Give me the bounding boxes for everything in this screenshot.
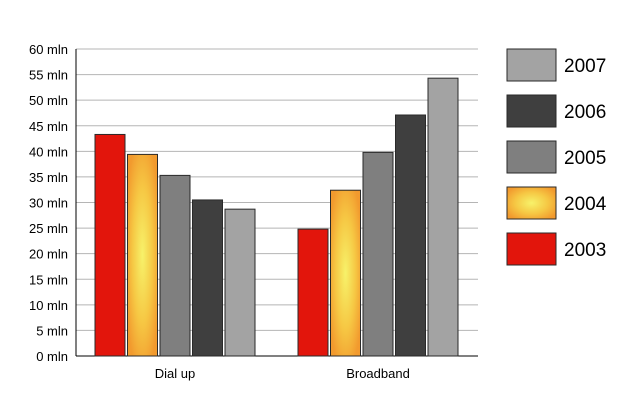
y-tick-label: 15 mln xyxy=(29,272,68,287)
legend-label: 2003 xyxy=(564,240,606,261)
y-tick-label: 10 mln xyxy=(29,298,68,313)
y-tick-label: 5 mln xyxy=(36,323,68,338)
legend-swatch-2006 xyxy=(506,94,557,128)
y-tick-label: 35 mln xyxy=(29,170,68,185)
axis-labels: 0 mln 5 mln 10 mln 15 mln 20 mln 25 mln 30 mln… xyxy=(29,42,410,381)
bar-dial-up-2006 xyxy=(192,199,223,357)
bar-broadband-2004 xyxy=(330,189,361,357)
y-tick-label: 60 mln xyxy=(29,42,68,57)
bar-broadband-2003 xyxy=(297,228,329,357)
y-tick-label: 25 mln xyxy=(29,221,68,236)
y-tick-label: 30 mln xyxy=(29,196,68,211)
bars xyxy=(94,77,459,357)
legend: 2007 2006 2005 2004 2003 xyxy=(506,48,607,266)
legend-swatch-2005 xyxy=(506,140,557,174)
x-category-label: Broadband xyxy=(346,366,410,381)
legend-label: 2005 xyxy=(564,148,606,169)
bar-dial-up-2003 xyxy=(94,133,126,357)
y-tick-label: 45 mln xyxy=(29,119,68,134)
y-tick-label: 40 mln xyxy=(29,144,68,159)
legend-swatch-2003 xyxy=(506,232,557,266)
legend-swatch-2007 xyxy=(506,48,557,82)
bar-broadband-2006 xyxy=(395,114,426,357)
y-tick-label: 55 mln xyxy=(29,68,68,83)
legend-label: 2006 xyxy=(564,102,606,123)
bar-broadband-2005 xyxy=(362,151,394,357)
y-tick-label: 50 mln xyxy=(29,93,68,108)
bar-dial-up-2004 xyxy=(127,153,158,357)
legend-label: 2004 xyxy=(564,194,607,215)
bar-dial-up-2007 xyxy=(224,208,256,357)
x-category-label: Dial up xyxy=(155,366,195,381)
legend-label: 2007 xyxy=(564,56,606,77)
y-tick-label: 20 mln xyxy=(29,247,68,262)
bar-broadband-2007 xyxy=(427,77,459,357)
y-tick-label: 0 mln xyxy=(36,349,68,364)
bar-dial-up-2005 xyxy=(159,174,191,357)
legend-swatch-2004 xyxy=(506,186,557,220)
